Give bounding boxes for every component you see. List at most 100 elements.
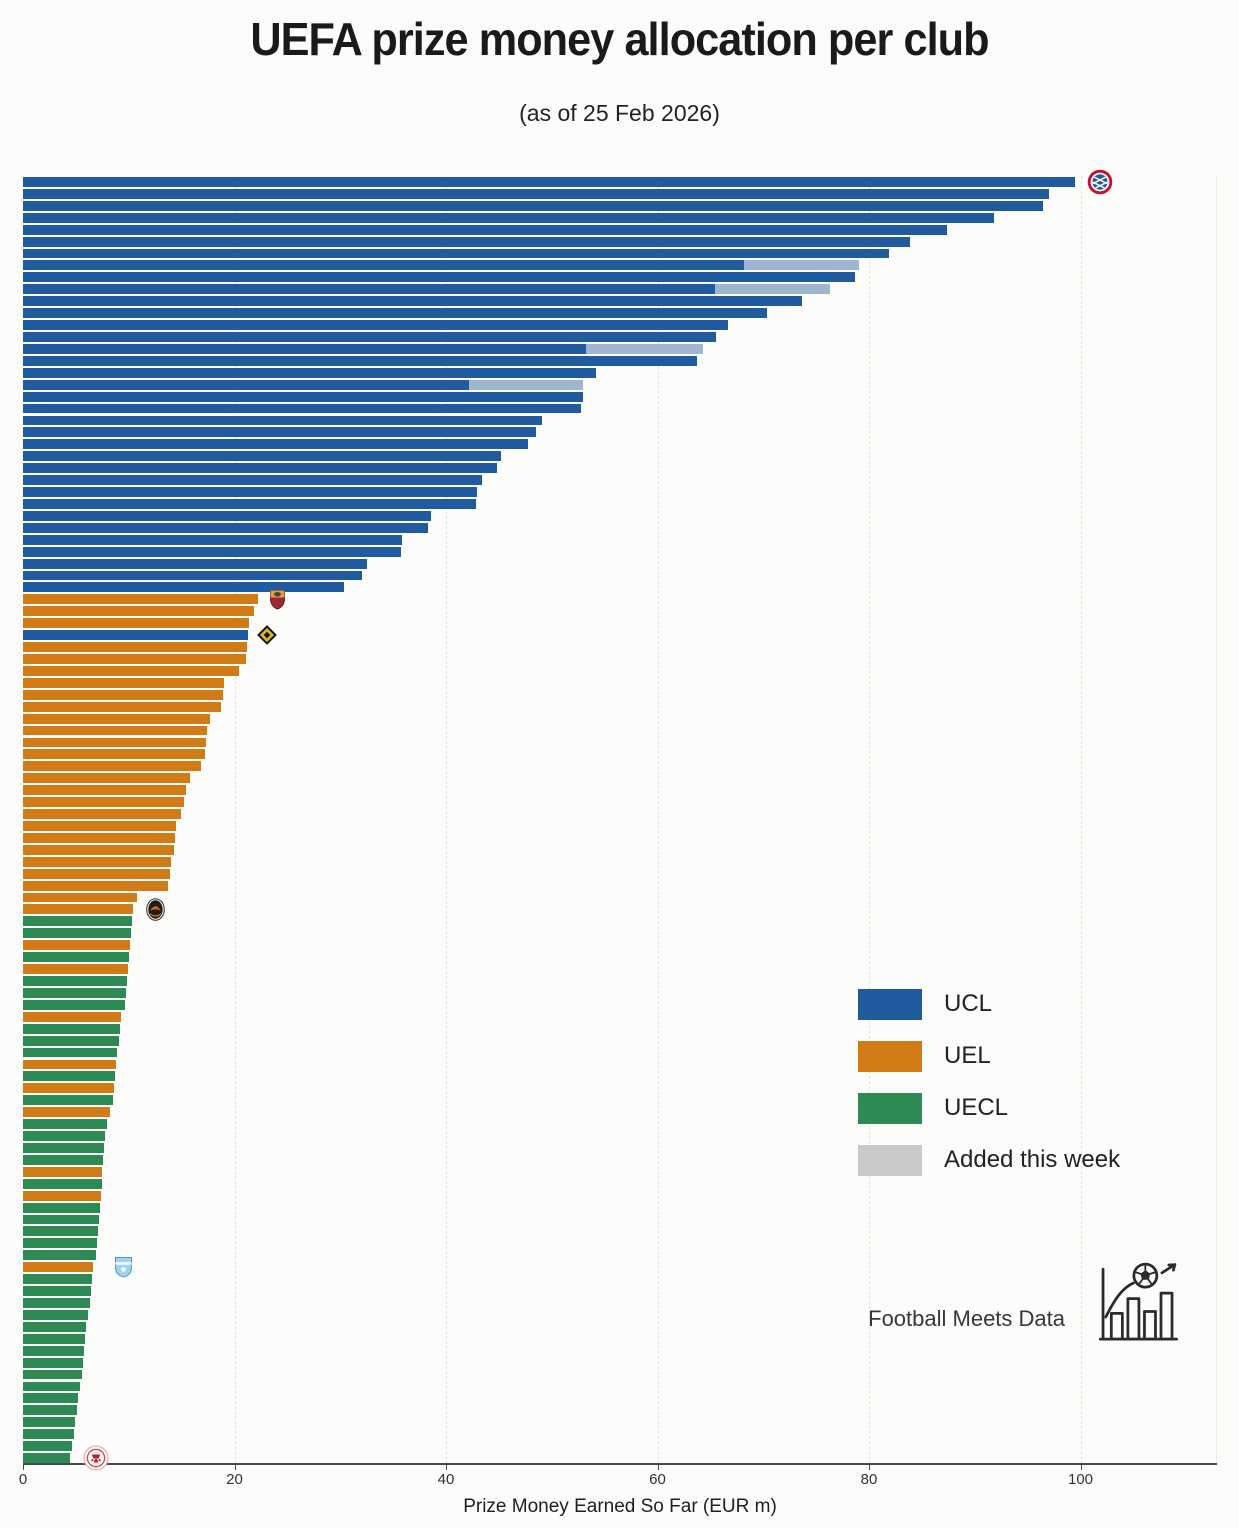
bar-row — [23, 546, 1217, 558]
bar-row — [23, 939, 1217, 951]
legend-swatch — [858, 1144, 922, 1176]
bar-row — [23, 1202, 1217, 1214]
bar-row — [23, 701, 1217, 713]
x-tick-label-60: 60 — [649, 1471, 666, 1488]
bar-segment-uecl — [23, 916, 132, 927]
x-tick-label-0: 0 — [18, 1471, 28, 1488]
bar-segment-ucl — [23, 367, 597, 378]
bar-segment-uel — [23, 880, 168, 891]
bar-row — [23, 1309, 1217, 1321]
bar-row — [23, 271, 1217, 283]
bar-row — [23, 438, 1217, 450]
page-subtitle: (as of 25 Feb 2026) — [519, 100, 720, 126]
bar-segment-uecl — [23, 976, 127, 986]
x-tick-label-80: 80 — [860, 1471, 878, 1488]
bar-row — [23, 808, 1217, 820]
bar-segment-uel — [23, 773, 191, 784]
legend-label: UECL — [944, 1094, 1009, 1121]
bar-row — [23, 653, 1217, 665]
bar-row — [23, 307, 1217, 319]
bar-segment-uel — [23, 1166, 103, 1177]
bar-segment-uecl — [23, 1119, 107, 1130]
legend-item-uecl: UECL — [858, 1082, 1120, 1134]
bar-row — [23, 1321, 1217, 1333]
bar-row — [23, 999, 1217, 1011]
bar-row — [23, 522, 1217, 534]
shakhtar-donetsk-crest-icon — [146, 898, 165, 921]
bar-row — [23, 498, 1217, 510]
bar-row — [23, 1369, 1217, 1381]
bar-row — [23, 1094, 1217, 1106]
bar-segment-ucl — [23, 260, 745, 271]
bar-segment-uecl — [23, 1238, 98, 1249]
bar-row — [23, 367, 1217, 379]
bar-segment-ucl — [23, 451, 501, 462]
bar-row — [23, 1392, 1217, 1404]
bar-segment-ucl — [23, 177, 1076, 187]
bar-row — [23, 426, 1217, 438]
bar-row — [23, 1118, 1217, 1130]
bar-row — [23, 534, 1217, 546]
bar-row — [23, 1178, 1217, 1190]
bar-segment-uel — [23, 1011, 122, 1022]
bar-segment-uel — [23, 868, 170, 879]
bar-row — [23, 331, 1217, 343]
bar-row — [23, 1023, 1217, 1035]
bar-segment-ucl — [23, 332, 716, 342]
bar-segment-ucl — [23, 522, 429, 533]
bar-segment-uel — [23, 809, 181, 819]
bar-segment-uecl — [23, 1274, 92, 1285]
x-tick-label-20: 20 — [226, 1471, 243, 1488]
bar-row — [23, 355, 1217, 367]
bar-added-this-week-segment — [469, 379, 584, 390]
x-tick-mark-20 — [234, 1465, 236, 1470]
bar-segment-ucl — [23, 582, 345, 593]
bar-segment-ucl — [23, 487, 477, 497]
bar-row — [23, 169, 1217, 195]
bar-row — [23, 474, 1217, 486]
gridline-80 — [869, 176, 870, 1464]
legend-label: UEL — [944, 1042, 991, 1069]
bar-row — [23, 1214, 1217, 1226]
bar-row — [23, 343, 1217, 355]
bar-row — [23, 641, 1217, 653]
bar-row — [23, 1106, 1217, 1118]
bar-segment-uel — [23, 642, 248, 652]
legend-item-uel: UEL — [858, 1030, 1120, 1082]
bar-row — [23, 963, 1217, 975]
bar-segment-uecl — [23, 1250, 96, 1261]
bar-added-this-week-segment — [714, 284, 830, 295]
bar-segment-uel — [23, 892, 138, 903]
bar-segment-uecl — [23, 1381, 81, 1392]
legend-label: Added this week — [944, 1146, 1121, 1173]
legend-item-ucl: UCL — [858, 978, 1120, 1030]
bar-segment-uel — [23, 832, 176, 843]
legend-swatch — [858, 1040, 922, 1072]
bar-segment-uel — [23, 594, 258, 605]
bar-segment-uel — [23, 654, 247, 664]
bar-segment-ucl — [23, 284, 715, 295]
bar-row — [23, 898, 1217, 921]
red-white-club-crest-icon — [83, 1445, 109, 1471]
chart-legend: UCL UEL UECL Added this week — [858, 978, 1120, 1186]
bar-segment-ucl — [23, 296, 803, 307]
bar-segment-uel — [23, 1083, 114, 1094]
bar-row — [23, 486, 1217, 498]
bar-row — [23, 844, 1217, 856]
bar-segment-ucl — [23, 379, 470, 390]
bar-row — [23, 224, 1217, 236]
bar-row — [23, 1285, 1217, 1297]
bar-row — [23, 510, 1217, 522]
bar-segment-uecl — [23, 1214, 100, 1225]
bar-segment-ucl — [23, 570, 363, 581]
bar-row — [23, 1257, 1217, 1278]
bar-segment-ucl — [23, 343, 586, 354]
bar-segment-ucl — [23, 403, 582, 414]
bar-row — [23, 1142, 1217, 1154]
bar-segment-ucl — [23, 224, 948, 235]
bar-segment-uel — [23, 677, 224, 688]
bar-segment-uel — [23, 618, 250, 629]
bar-row — [23, 1225, 1217, 1237]
x-tick-mark-60 — [657, 1465, 659, 1470]
